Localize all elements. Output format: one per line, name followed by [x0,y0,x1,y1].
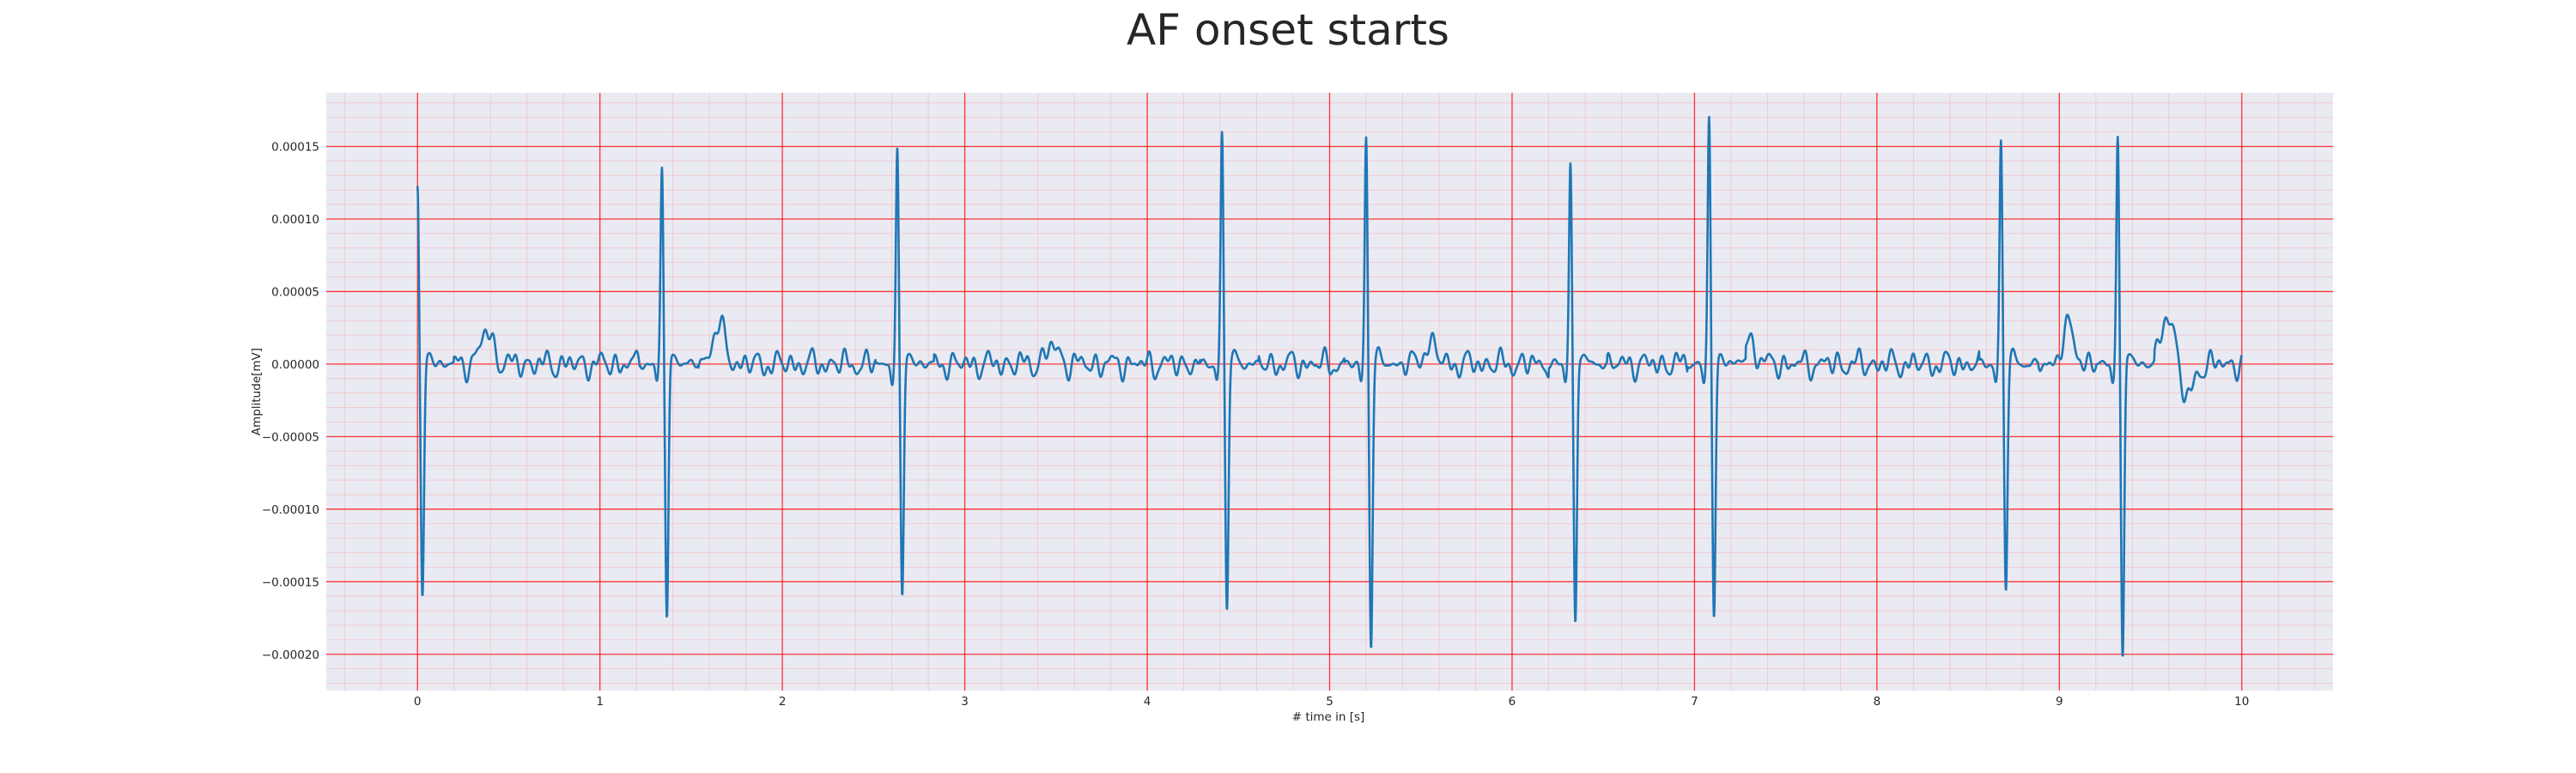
x-tick-label: 0 [414,695,422,709]
y-axis-label: Amplitude[mV] [250,348,264,435]
ecg-series-line [416,115,2244,657]
x-tick-label: 9 [2056,695,2063,709]
x-tick-label: 8 [1874,695,1881,709]
x-tick-label: 10 [2234,695,2249,709]
chart-title: AF onset starts [1127,5,1449,55]
x-tick-label: 1 [596,695,604,709]
y-tick-label: −0.00015 [262,575,319,589]
y-tick-label: 0.00005 [271,285,319,299]
series-layer [416,115,2244,657]
y-tick-label: −0.00005 [262,430,319,444]
y-tick-label: 0.00010 [271,213,319,227]
y-axis-ticks: −0.00020 −0.00015 −0.00010 −0.00005 0.00000 0… [262,141,319,662]
x-tick-label: 3 [961,695,969,709]
x-tick-label: 4 [1144,695,1151,709]
x-tick-label: 7 [1691,695,1698,709]
y-tick-label: 0.00015 [271,141,319,155]
x-tick-label: 5 [1326,695,1334,709]
y-tick-label: −0.00010 [262,503,319,517]
x-axis-label: # time in [s] [1292,710,1365,724]
x-axis-ticks: 0 1 2 3 4 5 6 7 8 9 10 [414,695,2249,709]
x-tick-label: 6 [1509,695,1516,709]
x-tick-label: 2 [779,695,787,709]
y-tick-label: −0.00020 [262,648,319,662]
y-tick-label: 0.00000 [271,358,319,372]
